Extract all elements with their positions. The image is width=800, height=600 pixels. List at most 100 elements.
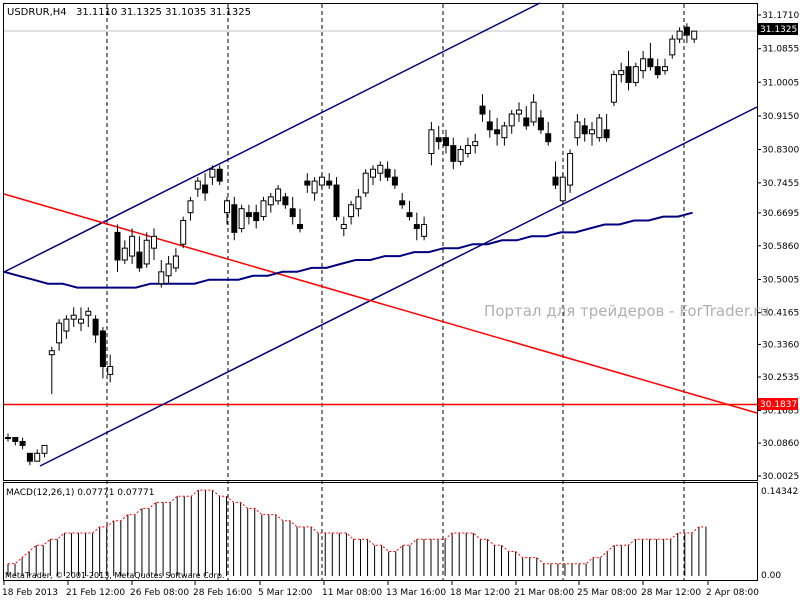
candle	[662, 58, 668, 75]
candle-body	[399, 200, 406, 206]
candle	[267, 192, 274, 213]
price-tick-label: 30.5860	[762, 242, 799, 252]
candle	[391, 169, 398, 189]
candles	[5, 23, 698, 466]
macd-zero-label: 0.00	[761, 571, 781, 581]
candle	[99, 327, 106, 379]
candle	[574, 114, 581, 146]
candle-body	[662, 66, 668, 72]
candle-body	[516, 109, 522, 115]
candle-body	[180, 220, 187, 245]
time-tick-label: 2 Apr 08:00	[706, 588, 759, 598]
candle	[187, 196, 194, 221]
price-tick-label: 30.1685	[762, 407, 799, 417]
candle-body	[19, 440, 26, 446]
candle	[282, 192, 289, 209]
candle	[238, 204, 245, 233]
candle-body	[537, 117, 544, 131]
candle-body	[391, 176, 398, 186]
candle-body	[610, 74, 617, 103]
candle	[318, 173, 325, 189]
candle	[348, 200, 355, 225]
price-tick-label: 31.1710	[762, 11, 799, 21]
price-axis: 31.1710 31.0855 31.0005 30.9150 30.8300 30.74…	[757, 11, 799, 482]
candle-body	[158, 271, 165, 285]
candle-body	[194, 180, 201, 190]
candle	[92, 315, 99, 343]
candle	[5, 433, 11, 442]
candle	[640, 50, 647, 79]
candle	[245, 204, 252, 225]
time-tick-label: 13 Mar 16:00	[386, 588, 446, 598]
candle-body	[129, 235, 136, 257]
candle	[399, 192, 406, 209]
candle	[559, 173, 566, 205]
candle	[362, 169, 369, 197]
candle-body	[143, 239, 150, 265]
time-tick-label: 26 Feb 08:00	[130, 588, 189, 598]
candle	[581, 117, 588, 142]
candle	[545, 121, 552, 146]
candle-body	[464, 145, 471, 154]
candle	[472, 133, 479, 154]
candle-body	[523, 117, 530, 127]
time-tick-label: 5 Mar 12:00	[258, 588, 313, 598]
candle-body	[172, 255, 179, 269]
candle-body	[625, 66, 632, 83]
candle-body	[552, 176, 559, 186]
trend-lines	[3, 2, 758, 467]
candle	[260, 196, 267, 221]
price-tick-label: 30.5005	[762, 276, 799, 286]
candle-body	[567, 152, 574, 186]
candle	[654, 58, 661, 79]
candle-body	[326, 180, 333, 186]
candle	[114, 224, 121, 272]
candle-body	[202, 184, 209, 194]
candle	[333, 177, 340, 221]
candle-body	[457, 149, 464, 162]
current-price-marker: 31.1325	[758, 23, 798, 35]
candle-body	[136, 251, 143, 269]
current-price-label: 31.1325	[760, 25, 797, 35]
candle	[523, 106, 530, 130]
price-tick-label: 30.8300	[762, 146, 799, 156]
candle	[384, 161, 391, 182]
macd-panel-border	[3, 482, 758, 581]
candle	[202, 173, 209, 201]
candle-body	[676, 30, 683, 40]
candle-body	[428, 129, 435, 154]
symbol-label: USDRUR,H4	[7, 7, 67, 18]
candle-body	[41, 444, 48, 454]
candle-body	[443, 137, 449, 147]
price-tick-label: 30.0860	[762, 439, 799, 449]
candle-body	[209, 168, 216, 178]
channel-upper	[3, 2, 541, 273]
candle	[676, 27, 683, 44]
moving-average	[3, 211, 693, 289]
candle	[530, 94, 537, 126]
time-tick-label: 21 Mar 08:00	[514, 588, 574, 598]
candle	[516, 102, 522, 122]
candle	[107, 354, 114, 383]
candle	[464, 137, 471, 158]
candle	[194, 177, 201, 197]
candle-body	[304, 180, 311, 186]
candle	[625, 50, 632, 91]
candle	[275, 185, 282, 205]
candle	[311, 177, 318, 201]
candle-body	[12, 437, 19, 442]
candle	[209, 165, 216, 186]
candle-body	[384, 168, 391, 178]
candle	[596, 114, 603, 142]
candle-body	[92, 318, 99, 336]
candle-body	[545, 133, 552, 143]
candle-body	[275, 188, 282, 202]
candle	[216, 165, 223, 186]
candle-body	[289, 208, 296, 218]
candle	[486, 110, 493, 138]
price-tick-label: 30.0025	[762, 472, 799, 482]
candle	[377, 161, 384, 182]
header: USDRUR,H4 31.1110 31.1325 31.1035 31.132…	[7, 7, 251, 18]
time-tick-label: 18 Mar 12:00	[450, 588, 510, 598]
